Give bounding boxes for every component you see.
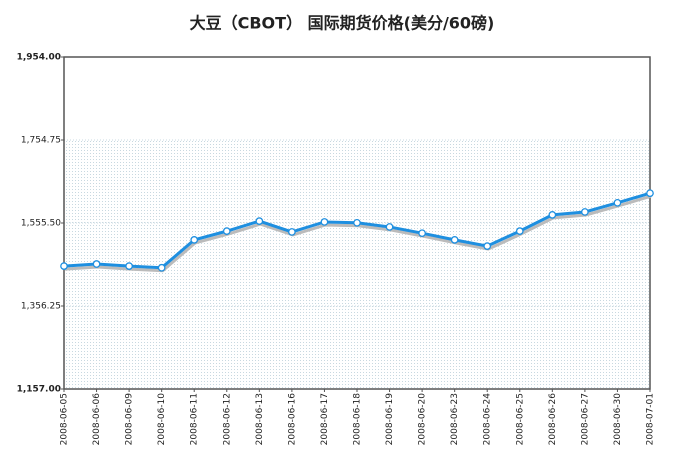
- marker: [60, 262, 68, 270]
- marker: [646, 189, 654, 198]
- x-tick-label: 2008-06-06: [92, 393, 102, 446]
- marker: [483, 242, 492, 250]
- marker: [288, 228, 296, 236]
- y-tick-label: 1,157.00: [17, 385, 61, 395]
- y-tick-label: 1,555.50: [21, 219, 61, 229]
- marker: [613, 198, 622, 207]
- x-tick-label: 2008-06-12: [222, 393, 232, 445]
- x-tick-label: 2008-06-10: [157, 393, 167, 446]
- marker: [222, 227, 231, 235]
- chart-title: 大豆（CBOT） 国际期货价格(美分/60磅): [190, 14, 495, 33]
- x-tick-label: 2008-06-23: [450, 393, 460, 445]
- plot-background: [64, 140, 650, 389]
- x-tick-label: 2008-06-13: [255, 393, 265, 445]
- x-tick-label: 2008-06-26: [548, 393, 558, 446]
- marker: [385, 223, 394, 231]
- marker: [581, 208, 589, 216]
- marker: [320, 218, 329, 226]
- x-tick-label: 2008-06-18: [353, 393, 363, 446]
- x-tick-label: 2008-06-30: [613, 393, 623, 446]
- x-tick-label: 2008-06-27: [580, 393, 590, 445]
- x-tick-label: 2008-06-20: [418, 393, 428, 446]
- x-tick-label: 2008-06-11: [190, 393, 200, 445]
- x-tick-label: 2008-06-05: [60, 393, 70, 445]
- x-tick-label: 2008-06-19: [385, 393, 395, 446]
- x-tick-label: 2008-07-01: [646, 393, 656, 445]
- marker: [190, 236, 199, 244]
- y-tick-label: 1,754.75: [21, 136, 61, 146]
- x-tick-label: 2008-06-24: [483, 393, 493, 446]
- marker: [515, 227, 524, 235]
- y-tick-label: 1,954.00: [17, 53, 61, 63]
- x-tick-label: 2008-06-16: [287, 393, 297, 446]
- marker: [353, 218, 361, 227]
- marker: [548, 211, 557, 219]
- marker: [92, 260, 101, 268]
- marker: [418, 229, 426, 238]
- marker: [125, 262, 133, 270]
- marker: [255, 217, 264, 225]
- y-tick-label: 1,356.25: [21, 302, 61, 312]
- x-tick-label: 2008-06-25: [515, 393, 525, 445]
- x-tick-label: 2008-06-09: [125, 393, 135, 446]
- marker: [157, 263, 166, 272]
- x-tick-label: 2008-06-17: [320, 393, 330, 445]
- marker: [450, 236, 459, 244]
